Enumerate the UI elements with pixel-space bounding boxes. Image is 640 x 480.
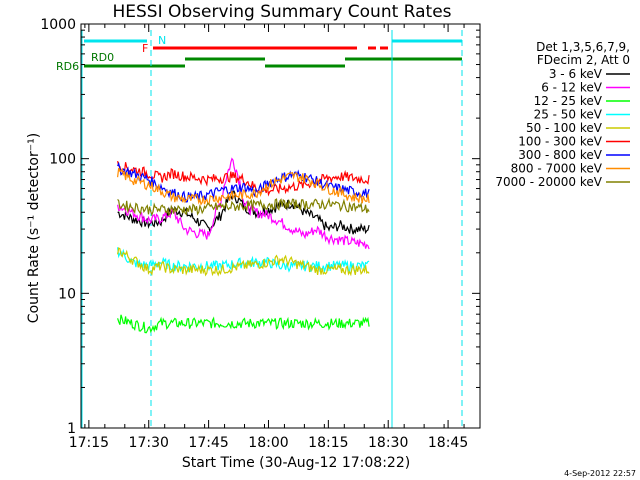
rd6-label: RD6: [56, 60, 79, 73]
x-tick-label: 18:30: [368, 435, 408, 451]
y-axis: 1 10 100 1000: [40, 17, 480, 437]
legend-header: Det 1,3,5,6,7,9,: [536, 40, 630, 54]
legend-header: FDecim 2, Att 0: [537, 53, 630, 67]
legend-entry-label: 3 - 6 keV: [549, 67, 603, 81]
legend-entry-label: 100 - 300 keV: [518, 135, 602, 149]
flare-flag-label: F: [142, 42, 148, 55]
legend-entry-label: 300 - 800 keV: [518, 148, 602, 162]
series-line: [117, 314, 370, 334]
plot-frame: [80, 23, 481, 429]
legend-entry-label: 25 - 50 keV: [534, 108, 603, 122]
x-axis-label: Start Time (30-Aug-12 17:08:22): [182, 455, 410, 471]
legend-entry-label: 6 - 12 keV: [541, 81, 603, 95]
x-tick-label: 18:00: [248, 435, 288, 451]
x-tick-label: 18:45: [428, 435, 468, 451]
x-tick-label: 17:15: [69, 435, 109, 451]
y-tick-label: 100: [49, 152, 76, 168]
series-line: [117, 157, 370, 250]
series-line: [117, 167, 370, 206]
y-axis-label: Count Rate (s⁻¹ detector⁻¹): [26, 133, 42, 323]
legend-entry-label: 7000 - 20000 keV: [495, 175, 602, 189]
x-tick-label: 17:45: [188, 435, 228, 451]
x-tick-label: 18:15: [308, 435, 348, 451]
y-tick-label: 10: [58, 286, 76, 302]
series-line: [117, 247, 370, 277]
legend-entry-label: 800 - 7000 keV: [511, 162, 603, 176]
legend-entry-label: 12 - 25 keV: [534, 94, 603, 108]
series-line: [117, 197, 370, 217]
y-tick-label: 1000: [40, 17, 76, 33]
y-tick-label: 1: [67, 421, 76, 437]
series-line: [117, 160, 370, 197]
series-line: [117, 190, 370, 235]
night-flag-label: N: [158, 34, 166, 47]
flag-bars: NF RD0 RD6: [56, 30, 463, 428]
plot-series: [117, 157, 370, 334]
chart-title: HESSI Observing Summary Count Rates: [112, 2, 451, 22]
rd0-label: RD0: [91, 51, 114, 64]
timestamp: 4-Sep-2012 22:57: [564, 469, 636, 478]
legend: Det 1,3,5,6,7,9,FDecim 2, Att 03 - 6 keV…: [495, 40, 630, 189]
x-tick-label: 17:30: [129, 435, 169, 451]
legend-entry-label: 50 - 100 keV: [526, 121, 603, 135]
x-axis: 17:15 17:30 17:45 18:00 18:15 18:30 18:45: [69, 24, 468, 451]
